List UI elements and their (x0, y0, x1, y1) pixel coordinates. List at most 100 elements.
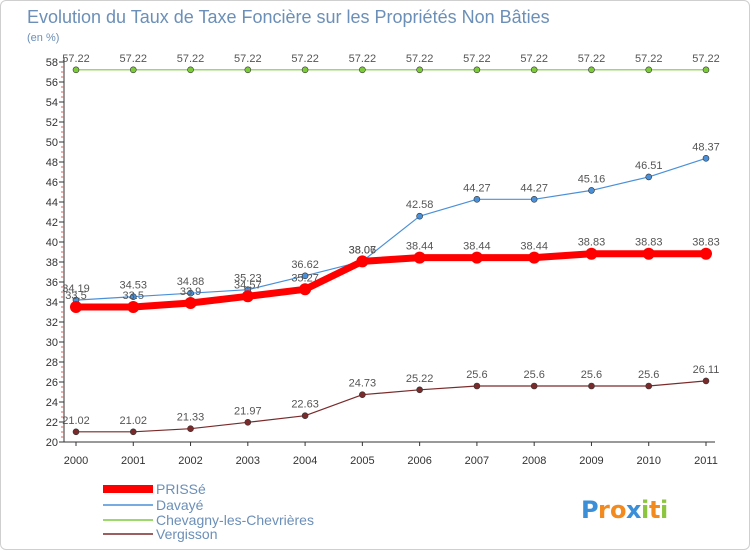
data-label: 25.6 (523, 369, 544, 381)
data-label: 57.22 (291, 53, 319, 65)
data-label: 25.6 (581, 369, 602, 381)
data-point (700, 247, 712, 260)
data-label: 25.6 (638, 369, 659, 381)
y-tick-label: 52 (46, 117, 58, 129)
data-label: 57.22 (349, 53, 377, 65)
y-tick-label: 24 (46, 397, 58, 409)
y-tick-label: 20 (46, 437, 58, 449)
data-label: 33.5 (65, 290, 86, 302)
data-label: 57.22 (578, 53, 606, 65)
data-point (301, 66, 309, 74)
data-label: 38.83 (578, 237, 606, 249)
data-point (187, 66, 194, 74)
series-0 (70, 247, 712, 313)
data-point (299, 283, 312, 296)
data-label: 38.83 (635, 237, 663, 249)
data-label: 57.22 (120, 53, 148, 65)
data-label: 21.33 (177, 412, 205, 424)
data-label: 38.83 (692, 237, 720, 249)
data-label: 21.02 (62, 415, 90, 427)
data-label: 34.53 (120, 280, 148, 292)
x-tick-label: 2006 (407, 455, 431, 467)
data-point (588, 187, 595, 194)
data-point (702, 377, 710, 385)
data-label: 38.44 (520, 241, 548, 253)
legend-item-2: Chevagny-les-Chevrières (103, 512, 314, 528)
y-tick-label: 30 (46, 337, 58, 349)
data-label: 38.44 (463, 241, 491, 253)
data-point (585, 247, 598, 260)
x-tick-label: 2007 (465, 455, 489, 467)
data-point (187, 425, 194, 433)
logo-letter: t (649, 496, 660, 524)
x-tick-label: 2003 (236, 455, 260, 467)
y-tick-label: 58 (46, 57, 58, 69)
data-point (72, 428, 80, 436)
data-point (416, 212, 423, 220)
legend-label: Chevagny-les-Chevrières (156, 512, 314, 528)
x-tick-label: 2000 (64, 455, 88, 467)
data-label: 35.23 (234, 273, 262, 285)
series-1 (72, 155, 710, 304)
logo-letter: o (610, 496, 627, 524)
data-point (528, 251, 541, 264)
data-label: 25.6 (466, 369, 487, 381)
legend-label: PRISSé (156, 481, 206, 497)
series-line (72, 250, 710, 311)
data-point (530, 196, 538, 203)
chart-title: Evolution du Taux de Taxe Foncière sur l… (27, 7, 550, 27)
y-tick-label: 50 (46, 137, 58, 149)
axes: 20 22 24 26 28 30 32 34 36 38 40 42 44 46 48 50 52 54 56 58… (46, 57, 718, 467)
y-tick-label: 34 (46, 297, 58, 309)
data-point (645, 173, 653, 181)
data-label: 34.57 (234, 279, 262, 291)
data-point (642, 247, 655, 260)
y-tick-label: 28 (46, 357, 58, 369)
y-tick-label: 48 (46, 157, 58, 169)
data-point (129, 66, 137, 74)
data-point (244, 66, 252, 74)
logo-letter: x (626, 496, 642, 524)
data-label: 21.02 (120, 415, 148, 427)
data-point (70, 301, 82, 313)
data-label: 26.11 (693, 364, 720, 376)
x-tick-label: 2001 (121, 455, 145, 467)
data-point (241, 290, 254, 303)
y-tick-label: 54 (46, 97, 58, 109)
data-label: 57.22 (692, 53, 720, 65)
series-line (75, 157, 707, 301)
data-point (301, 272, 309, 280)
data-label: 44.27 (463, 182, 491, 194)
logo-letter: i (660, 496, 668, 524)
y-tick-label: 22 (46, 417, 58, 429)
legend-label: Davayé (156, 497, 204, 513)
data-point (530, 382, 538, 390)
data-point (413, 251, 426, 264)
data-point (645, 66, 653, 74)
data-point (184, 297, 197, 309)
data-point (470, 251, 483, 264)
data-point (129, 428, 137, 436)
data-point (187, 289, 194, 297)
data-label: 57.22 (520, 53, 548, 65)
logo-letter: i (641, 496, 649, 524)
data-point (244, 418, 252, 426)
x-tick-label: 2009 (579, 455, 603, 467)
series-3 (72, 377, 710, 436)
data-point (416, 386, 423, 394)
legend-item-3: Vergisson (103, 526, 217, 542)
data-point (702, 66, 710, 74)
data-point (359, 391, 366, 399)
x-tick-label: 2004 (293, 455, 317, 467)
data-label: 33.9 (180, 286, 201, 298)
x-tick-label: 2002 (178, 455, 202, 467)
data-label: 57.22 (463, 53, 491, 65)
y-tick-label: 44 (46, 197, 58, 209)
logo-letter: P (581, 496, 599, 524)
legend-item-1: Davayé (103, 497, 204, 513)
data-label: 57.22 (177, 53, 205, 65)
data-labels: 33.5 33.5 33.9 34.57 35.27 38.06 38.44 38.44 38.… (62, 53, 720, 427)
data-label: 34.19 (62, 283, 90, 295)
